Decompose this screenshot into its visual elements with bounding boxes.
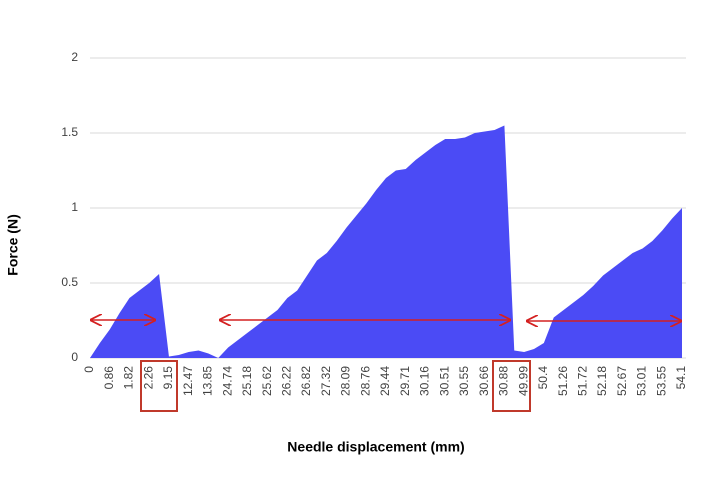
y-tick-label: 0.5: [61, 275, 78, 289]
x-tick-label: 28.76: [358, 366, 372, 396]
x-axis-title: Needle displacement (mm): [287, 439, 464, 455]
x-tick-label: 26.22: [280, 366, 294, 396]
x-tick-label: 52.67: [615, 366, 629, 396]
area: [90, 125, 682, 358]
y-tick-label: 1.5: [61, 125, 78, 139]
x-tick-label: 13.85: [201, 366, 215, 396]
annotations: [91, 320, 681, 412]
y-axis-title: Force (N): [5, 214, 21, 275]
x-tick-label: 1.82: [122, 366, 136, 390]
x-tick-label: 30.16: [418, 366, 432, 396]
x-tick-label: 12.47: [181, 366, 195, 396]
x-tick-label: 28.09: [339, 366, 353, 396]
x-tick-label: 30.66: [477, 366, 491, 396]
x-tick-label: 0: [82, 366, 96, 373]
x-tick-label: 30.51: [437, 366, 451, 396]
x-tick-label: 9.15: [161, 366, 175, 390]
highlight-box: [140, 360, 178, 412]
x-tick-label: 53.55: [654, 366, 668, 396]
plot-area: 0 0.5 1 1.5 2 0 0.86 1.82 2.26 9.15 12.47 13.85 24.7…: [61, 50, 688, 396]
x-tick-label: 2.26: [141, 366, 155, 390]
x-tick-label: 30.88: [497, 366, 511, 396]
x-tick-label: 29.71: [398, 366, 412, 396]
highlight-box: [492, 360, 531, 412]
x-tick-label: 54.1: [674, 366, 688, 390]
x-tick-label: 51.26: [556, 366, 570, 396]
x-tick-label: 0.86: [102, 366, 116, 390]
x-tick-label: 24.74: [220, 366, 234, 396]
x-tick-label: 50.4: [536, 366, 550, 390]
x-tick-label: 52.18: [595, 366, 609, 396]
x-tick-label: 29.44: [378, 366, 392, 396]
x-tick-label: 53.01: [635, 366, 649, 396]
y-tick-label: 1: [71, 200, 78, 214]
x-tick-label: 26.82: [299, 366, 313, 396]
x-tick-label: 25.18: [240, 366, 254, 396]
x-tick-label: 30.55: [457, 366, 471, 396]
y-tick-label: 0: [71, 350, 78, 364]
x-tick-label: 49.99: [516, 366, 530, 396]
y-tick-label: 2: [71, 50, 78, 64]
x-tick-label: 25.62: [260, 366, 274, 396]
x-tick-label: 51.72: [576, 366, 590, 396]
x-tick-label: 27.32: [319, 366, 333, 396]
